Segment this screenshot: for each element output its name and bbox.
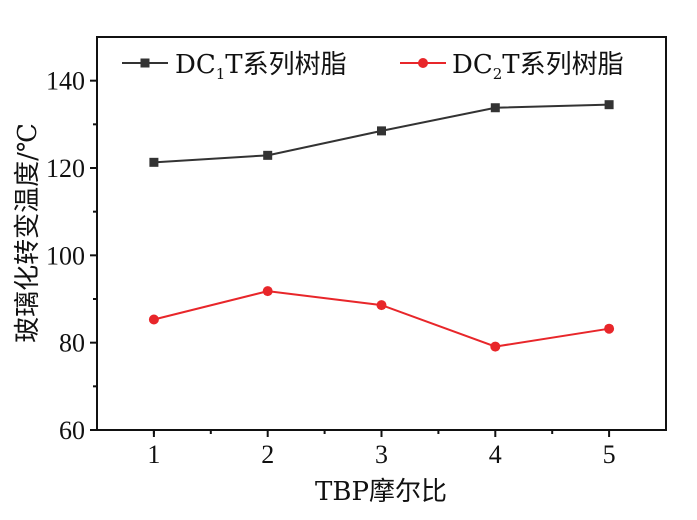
x-tick-label-2: 2	[261, 440, 274, 469]
x-tick-label-5: 5	[603, 440, 616, 469]
plot-frame	[96, 36, 667, 431]
legend-label-dc2t: DC2T系列树脂	[452, 50, 624, 83]
series-1	[149, 100, 614, 167]
legend: DC1T系列树脂 DC2T系列树脂	[122, 50, 624, 83]
legend-label-dc1t: DC1T系列树脂	[175, 50, 347, 83]
y-axis-title: 玻璃化转变温度/℃	[13, 123, 43, 343]
data-point-s2-x2	[262, 286, 273, 297]
data-point-s2-x5	[604, 323, 615, 334]
data-point-s2-x3	[376, 300, 387, 311]
y-tick-label-120: 120	[46, 154, 85, 183]
x-axis: 1 2 3 4 5	[147, 430, 616, 469]
data-point-s1-x4	[490, 103, 500, 113]
y-axis: 60 80 100 120 140	[46, 67, 97, 445]
data-point-s1-x2	[263, 150, 273, 160]
y-tick-label-100: 100	[46, 241, 85, 270]
y-tick-label-60: 60	[59, 416, 85, 445]
data-point-s2-x1	[148, 314, 159, 325]
series-line-2	[153, 290, 610, 348]
legend-item-dc1t: DC1T系列树脂	[122, 50, 347, 83]
y-tick-label-140: 140	[46, 67, 85, 96]
data-point-s1-x3	[377, 126, 386, 136]
series-2	[148, 286, 615, 352]
x-tick-label-4: 4	[489, 440, 502, 469]
x-tick-label-1: 1	[147, 440, 160, 469]
y-tick-label-80: 80	[59, 329, 85, 358]
data-point-s2-x4	[490, 341, 501, 352]
legend-marker-dc2t	[418, 58, 428, 68]
x-tick-label-3: 3	[375, 440, 388, 469]
data-point-s1-x1	[149, 157, 159, 167]
x-axis-title: TBP摩尔比	[315, 477, 447, 507]
legend-marker-dc1t	[140, 58, 150, 68]
data-point-s1-x5	[604, 100, 614, 110]
series-layer	[148, 100, 615, 352]
legend-item-dc2t: DC2T系列树脂	[400, 50, 624, 83]
